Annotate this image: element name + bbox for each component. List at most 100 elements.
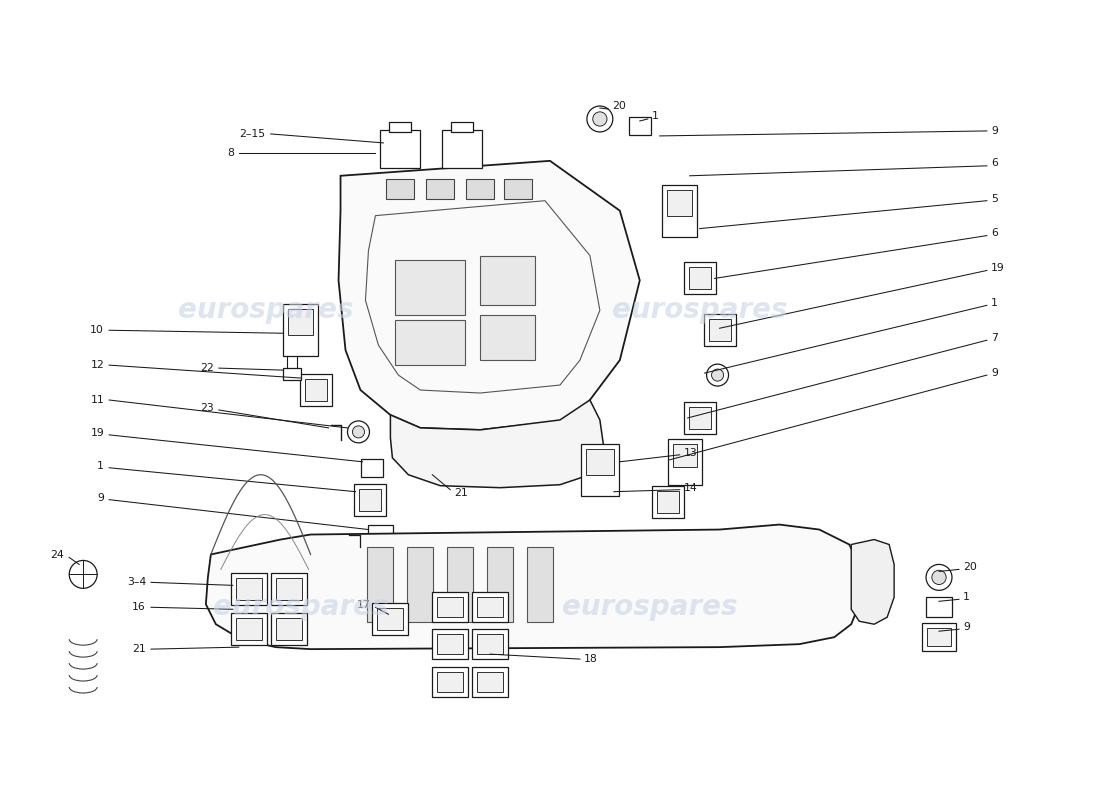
Text: 16: 16 [132,602,146,612]
Text: 6: 6 [991,158,998,168]
Bar [367,547,394,622]
Bar [395,261,465,315]
Bar [381,130,420,168]
Bar [438,672,463,692]
Bar [386,178,415,198]
Bar [451,122,473,132]
Circle shape [352,426,364,438]
Text: eurospares: eurospares [213,594,388,622]
Circle shape [932,570,946,585]
Text: 22: 22 [200,363,213,373]
Bar [581,444,619,496]
Text: 6: 6 [991,227,998,238]
Bar [684,262,716,294]
Bar [283,304,318,356]
Bar [527,547,553,622]
Bar [504,178,532,198]
Bar [481,255,535,306]
Text: 1: 1 [651,111,659,121]
Polygon shape [390,400,605,488]
Text: 10: 10 [90,326,104,335]
Bar [276,618,301,640]
Text: 7: 7 [991,334,998,343]
Bar [305,379,327,401]
Circle shape [593,112,607,126]
Bar [389,122,411,132]
Text: 12: 12 [90,360,104,370]
Polygon shape [206,525,861,649]
Circle shape [926,565,952,590]
Text: 1: 1 [991,298,998,308]
Text: 9: 9 [991,126,998,136]
Bar [689,407,711,429]
Bar [629,117,651,135]
Polygon shape [851,539,894,624]
Bar [235,578,262,600]
Bar [276,578,301,600]
Bar [448,547,473,622]
Text: 24: 24 [51,550,64,561]
Circle shape [712,369,724,381]
Bar [271,574,307,606]
Bar [477,672,503,692]
Bar [377,608,404,630]
Text: 23: 23 [200,403,213,413]
Bar [235,618,262,640]
Text: 20: 20 [962,562,977,573]
Bar [438,598,463,618]
Bar [283,368,300,380]
Text: eurospares: eurospares [612,296,788,324]
Text: 3–4: 3–4 [126,578,146,587]
Text: eurospares: eurospares [562,594,737,622]
Bar [373,603,408,635]
Bar [466,178,494,198]
Bar [472,592,508,622]
Text: 21: 21 [454,488,467,498]
Circle shape [587,106,613,132]
Bar [487,547,513,622]
Circle shape [348,421,370,443]
Bar [673,444,696,466]
Bar [362,458,384,477]
Bar [657,490,679,513]
Bar [271,614,307,645]
Text: 1: 1 [97,461,104,470]
Bar [354,484,386,515]
Bar [689,267,711,290]
Text: 2–15: 2–15 [240,129,266,139]
Bar [922,623,956,651]
Bar [926,598,952,618]
Bar [432,630,469,659]
Text: 19: 19 [90,428,104,438]
Text: eurospares: eurospares [178,296,353,324]
Bar [668,190,692,216]
Bar [432,667,469,697]
Bar [684,402,716,434]
Bar [438,634,463,654]
Bar [472,667,508,697]
Bar [299,374,331,406]
Text: 5: 5 [991,194,998,204]
Polygon shape [339,161,640,430]
Text: 1: 1 [962,592,970,602]
Bar [395,320,465,365]
Text: 18: 18 [584,654,597,664]
Bar [288,310,313,335]
Bar [231,574,266,606]
Bar [368,525,393,545]
Text: 19: 19 [991,263,1004,274]
Text: 9: 9 [97,493,104,502]
Text: 8: 8 [227,148,234,158]
Bar [442,130,482,168]
Text: 11: 11 [90,395,104,405]
Bar [586,449,614,474]
Bar [651,486,684,518]
Bar [481,315,535,360]
Text: 21: 21 [132,644,146,654]
Bar [360,489,382,510]
Bar [927,628,952,646]
Bar [477,634,503,654]
Bar [708,319,730,342]
Text: 9: 9 [962,622,970,632]
Text: 14: 14 [684,482,697,493]
